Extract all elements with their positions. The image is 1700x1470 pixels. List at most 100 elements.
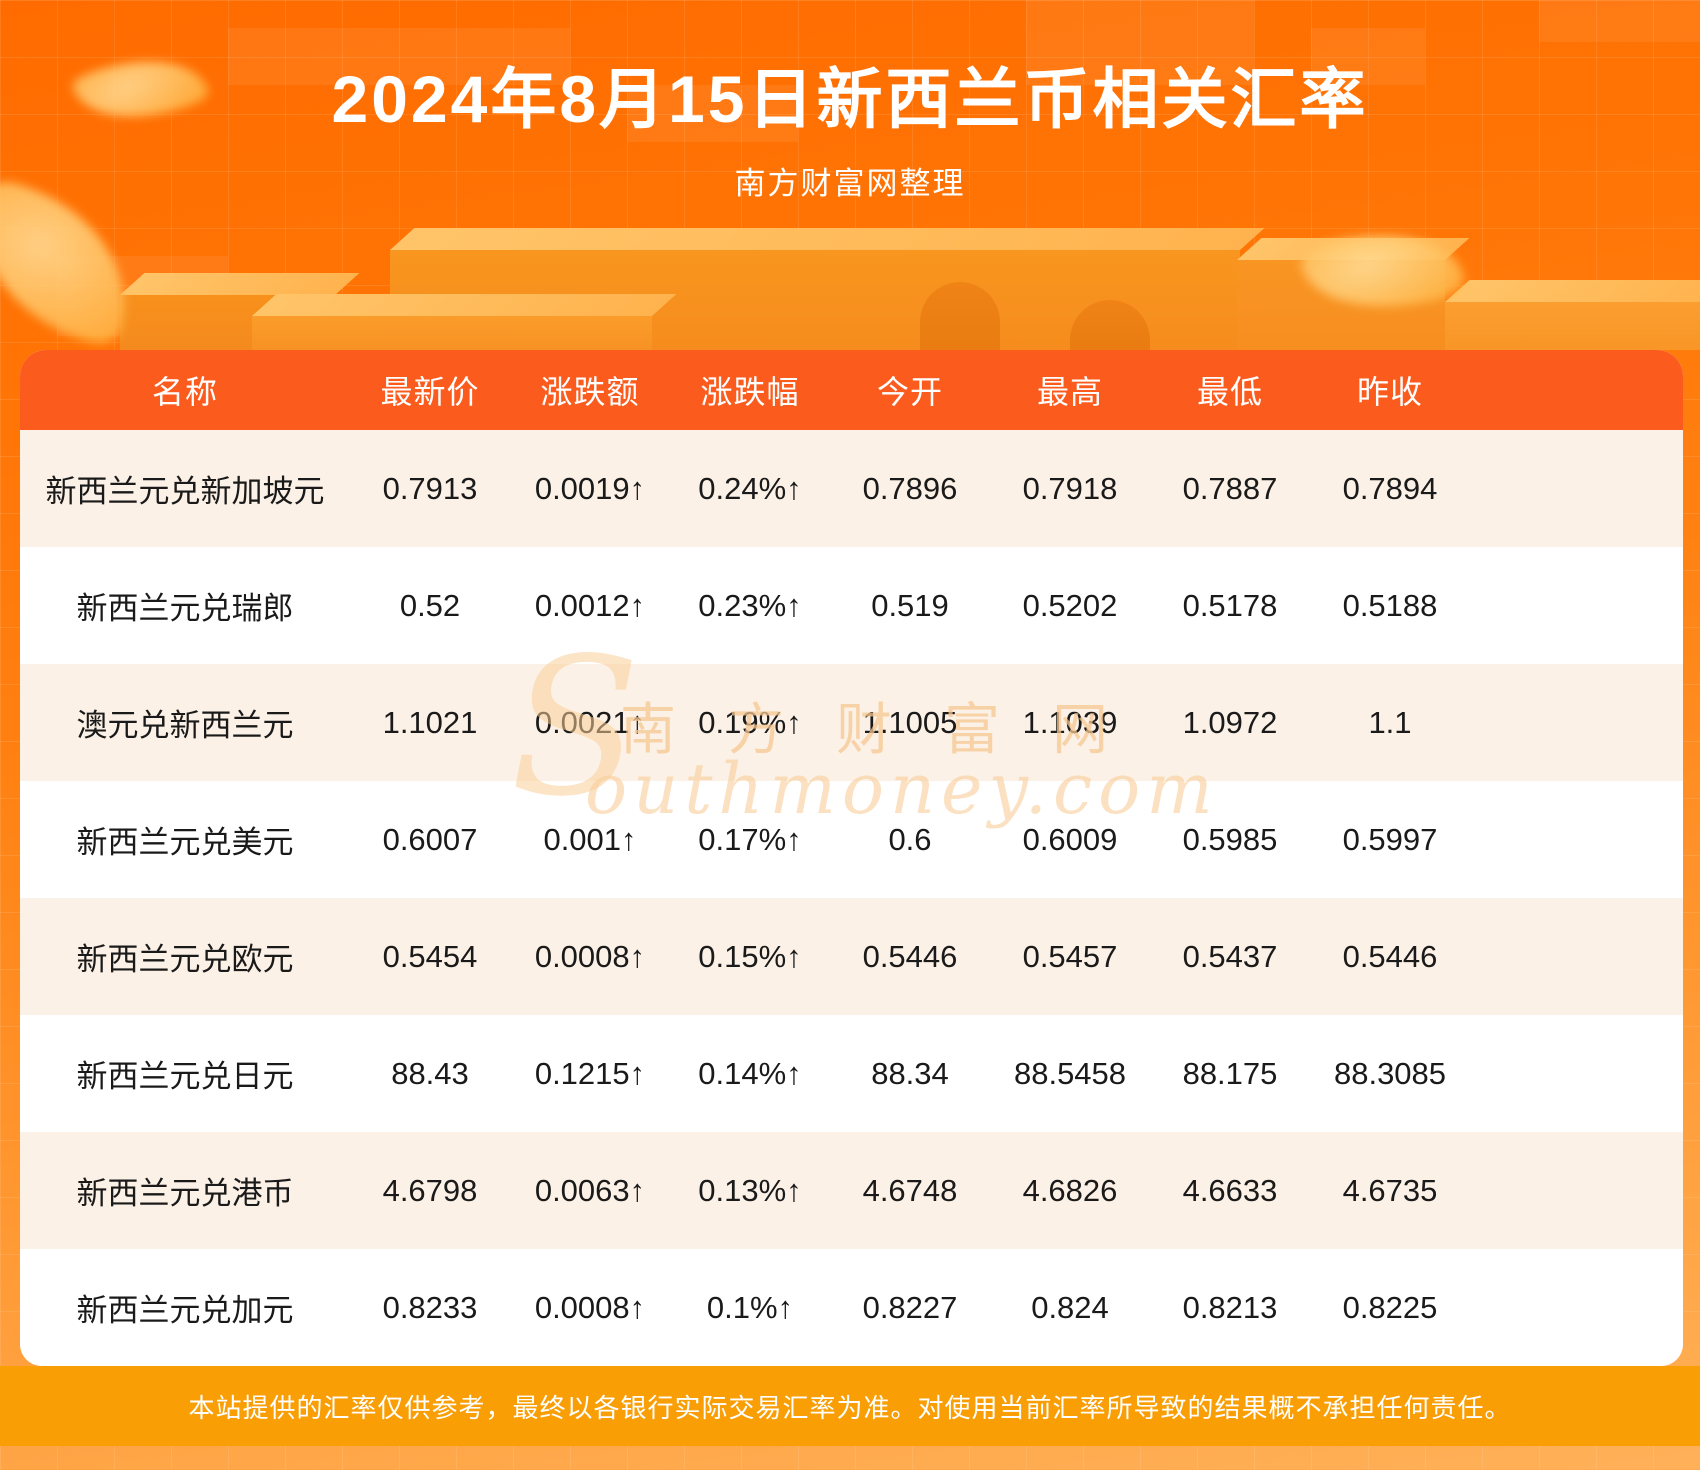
cell-pct: 0.13%↑ <box>698 1172 802 1208</box>
cell-pct: 0.15%↑ <box>698 938 802 974</box>
row-spacer-cell <box>1470 1249 1683 1366</box>
decor-arch-door <box>1070 300 1150 350</box>
cell-prev: 0.5997 <box>1342 821 1438 857</box>
rate-row: 澳元兑新西兰元 1.1021 0.0021↑ 0.19%↑ 1.1005 1.1039 1.… <box>20 664 1683 781</box>
cell-change: 0.0008↑ <box>534 1289 646 1325</box>
cell-open: 4.6748 <box>862 1172 958 1208</box>
cell-name: 澳元兑新西兰元 <box>76 708 294 743</box>
header-cell-high: 最高 <box>990 350 1150 430</box>
cell-change: 0.0021↑ <box>534 704 646 740</box>
rates-table-container: 名称 最新价 涨跌额 涨跌幅 今开 最高 最低 昨收 新西兰元兑新加坡元 0.7913 0.001… <box>20 350 1683 1366</box>
cell-high: 4.6826 <box>1022 1172 1118 1208</box>
decor-podium-top-face <box>120 273 360 295</box>
decor-podium-top-face <box>390 228 1265 250</box>
cell-prev: 0.5188 <box>1342 587 1438 623</box>
decor-podium-far-right <box>1445 280 1700 350</box>
row-spacer-cell <box>1470 1015 1683 1132</box>
rate-row: 新西兰元兑加元 0.8233 0.0008↑ 0.1%↑ 0.8227 0.824 0.82… <box>20 1249 1683 1366</box>
cell-change: 0.0063↑ <box>534 1172 646 1208</box>
cell-prev: 88.3085 <box>1333 1055 1447 1091</box>
cell-change: 0.0012↑ <box>534 587 646 623</box>
cell-open: 1.1005 <box>862 704 958 740</box>
cell-pct: 0.23%↑ <box>698 587 802 623</box>
cell-low: 4.6633 <box>1182 1172 1278 1208</box>
rates-table: 名称 最新价 涨跌额 涨跌幅 今开 最高 最低 昨收 新西兰元兑新加坡元 0.7913 0.001… <box>20 350 1683 1366</box>
cell-prev: 1.1 <box>1368 704 1412 740</box>
cell-last: 1.1021 <box>382 704 478 740</box>
row-spacer-cell <box>1470 1132 1683 1249</box>
cell-high: 0.5202 <box>1022 587 1118 623</box>
cell-open: 0.7896 <box>862 470 958 506</box>
cell-pct: 0.24%↑ <box>698 470 802 506</box>
header-cell-last: 最新价 <box>350 350 510 430</box>
cell-change: 0.0019↑ <box>534 470 646 506</box>
cell-high: 0.824 <box>1031 1289 1109 1325</box>
footer-disclaimer-bar: 本站提供的汇率仅供参考，最终以各银行实际交易汇率为准。对使用当前汇率所导致的结果… <box>0 1366 1700 1446</box>
cell-last: 0.6007 <box>382 821 478 857</box>
header-cell-name: 名称 <box>20 350 350 430</box>
header-spacer-cell <box>1470 350 1683 430</box>
cell-open: 0.5446 <box>862 938 958 974</box>
decor-podium-top-face <box>1445 280 1700 302</box>
cell-low: 0.7887 <box>1182 470 1278 506</box>
cell-low: 0.5178 <box>1182 587 1278 623</box>
cell-last: 4.6798 <box>382 1172 478 1208</box>
cell-prev: 0.7894 <box>1342 470 1438 506</box>
rate-row: 新西兰元兑瑞郎 0.52 0.0012↑ 0.23%↑ 0.519 0.5202 0.517… <box>20 547 1683 664</box>
page-subtitle: 南方财富网整理 <box>734 166 966 201</box>
cell-high: 1.1039 <box>1022 704 1118 740</box>
cell-pct: 0.1%↑ <box>706 1289 794 1325</box>
page-title: 2024年8月15日新西兰币相关汇率 <box>331 62 1369 136</box>
header-cell-low: 最低 <box>1150 350 1310 430</box>
cell-low: 0.5985 <box>1182 821 1278 857</box>
decor-podium-top-face <box>252 294 677 316</box>
decor-podium-platform <box>390 228 1265 350</box>
cell-high: 0.5457 <box>1022 938 1118 974</box>
cell-name: 新西兰元兑日元 <box>76 1059 294 1094</box>
decor-podium-mid-left <box>252 294 677 350</box>
cell-high: 0.7918 <box>1022 470 1118 506</box>
background-patch <box>1539 0 1700 42</box>
cell-prev: 0.8225 <box>1342 1289 1438 1325</box>
row-spacer-cell <box>1470 898 1683 1015</box>
header-cell-pct: 涨跌幅 <box>670 350 830 430</box>
cell-prev: 0.5446 <box>1342 938 1438 974</box>
cell-name: 新西兰元兑加元 <box>76 1293 294 1328</box>
row-spacer-cell <box>1470 430 1683 547</box>
disclaimer-text: 本站提供的汇率仅供参考，最终以各银行实际交易汇率为准。对使用当前汇率所导致的结果… <box>188 1392 1512 1423</box>
cell-pct: 0.19%↑ <box>698 704 802 740</box>
rate-row: 新西兰元兑新加坡元 0.7913 0.0019↑ 0.24%↑ 0.7896 0.7918… <box>20 430 1683 547</box>
header-cell-prev: 昨收 <box>1310 350 1470 430</box>
row-spacer-cell <box>1470 781 1683 898</box>
decor-arch-door <box>920 282 1000 350</box>
cell-high: 88.5458 <box>1013 1055 1127 1091</box>
cell-open: 88.34 <box>871 1055 949 1091</box>
background-patch <box>57 256 228 336</box>
cell-prev: 4.6735 <box>1342 1172 1438 1208</box>
table-body: 新西兰元兑新加坡元 0.7913 0.0019↑ 0.24%↑ 0.7896 0.7918… <box>20 430 1683 1366</box>
decor-podium-right <box>1237 238 1470 350</box>
header-cell-open: 今开 <box>830 350 990 430</box>
cell-last: 0.8233 <box>382 1289 478 1325</box>
cell-last: 88.43 <box>391 1055 469 1091</box>
cell-low: 1.0972 <box>1182 704 1278 740</box>
cell-name: 新西兰元兑港币 <box>76 1176 294 1211</box>
cell-open: 0.8227 <box>862 1289 958 1325</box>
cell-change: 0.1215↑ <box>534 1055 646 1091</box>
rate-row: 新西兰元兑日元 88.43 0.1215↑ 0.14%↑ 88.34 88.5458 88.… <box>20 1015 1683 1132</box>
cell-low: 0.8213 <box>1182 1289 1278 1325</box>
cell-last: 0.5454 <box>382 938 478 974</box>
cell-name: 新西兰元兑瑞郎 <box>76 591 294 626</box>
decor-podium-top-face <box>1237 238 1470 260</box>
cell-open: 0.519 <box>871 587 949 623</box>
row-spacer-cell <box>1470 664 1683 781</box>
cell-last: 0.52 <box>399 587 461 623</box>
cell-pct: 0.17%↑ <box>698 821 802 857</box>
cell-change: 0.001↑ <box>543 821 637 857</box>
row-spacer-cell <box>1470 547 1683 664</box>
cell-high: 0.6009 <box>1022 821 1118 857</box>
cell-name: 新西兰元兑美元 <box>76 825 294 860</box>
header-cell-change: 涨跌额 <box>510 350 670 430</box>
cell-low: 88.175 <box>1182 1055 1278 1091</box>
cell-last: 0.7913 <box>382 470 478 506</box>
